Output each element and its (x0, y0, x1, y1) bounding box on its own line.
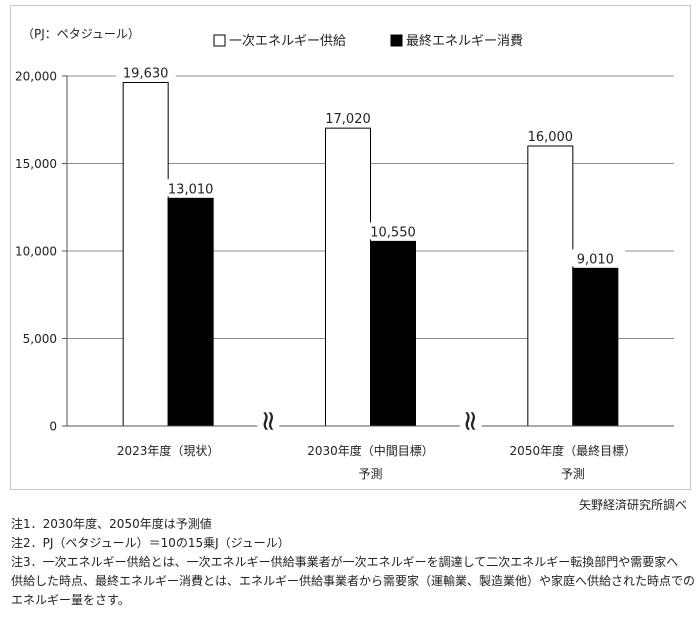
x-category-label: 2050年度（最終目標） (510, 443, 637, 458)
bar-chart: ≈ ≈ 0 5,000 10,000 15,000 20,000 19,630 13,010 2… (15, 27, 674, 481)
data-label-bg (318, 109, 378, 127)
data-label: 9,010 (577, 252, 614, 267)
data-label-bg (363, 222, 423, 240)
data-label: 10,550 (370, 225, 416, 240)
axis-break-mark: ≈ (455, 409, 488, 432)
legend-swatch (390, 34, 403, 47)
data-label-bg (520, 127, 581, 144)
y-tick-label: 20,000 (15, 70, 57, 84)
x-category-label: 2030年度（中間目標） (307, 443, 434, 458)
notes: 注1．2030年度、2050年度は予測値 注2．PJ（ペタジュール）＝10の15… (11, 515, 696, 610)
x-category-sublabel: 予測 (358, 467, 382, 481)
data-label-bg (160, 179, 221, 197)
x-category-label: 2023年度（現状） (117, 443, 220, 458)
legend-swatch (213, 34, 226, 47)
note-1: 注1．2030年度、2050年度は予測値 (11, 517, 212, 531)
chart-frame (10, 5, 691, 490)
bar-consumption (167, 197, 214, 427)
note-2: 注2．PJ（ペタジュール）＝10の15乗J（ジュール） (11, 536, 290, 550)
unit-label: （PJ：ペタジュール） (22, 27, 140, 41)
bar-consumption (370, 240, 416, 427)
axis-break-mark: ≈ (252, 409, 285, 432)
bar-consumption (572, 267, 619, 427)
y-tick-label: 0 (49, 420, 57, 434)
axis-break-mask (459, 404, 482, 438)
y-tick-label: 5,000 (23, 332, 57, 346)
note-3-cont-1: 供給した時点、最終エネルギー消費とは、エネルギー供給事業者から需要家（運輸業、製… (11, 574, 696, 588)
source-credit: 矢野経済研究所調べ (578, 498, 687, 512)
data-label: 13,010 (168, 182, 214, 197)
data-label-bg (115, 63, 176, 81)
legend-label: 最終エネルギー消費 (406, 33, 523, 49)
note-3: 注3．一次エネルギー供給とは、一次エネルギー供給事業者が一次エネルギーを調達して… (11, 555, 679, 569)
legend-label: 一次エネルギー供給 (229, 33, 346, 49)
data-label: 16,000 (528, 130, 574, 145)
bar-supply (122, 81, 169, 427)
x-category-sublabel: 予測 (561, 467, 585, 481)
y-tick-label: 15,000 (15, 157, 57, 171)
y-tick-label: 10,000 (15, 245, 57, 259)
bar-supply (527, 145, 574, 427)
axis-break-mask (257, 404, 280, 438)
data-label-bg (565, 249, 626, 267)
data-label: 19,630 (123, 66, 169, 81)
data-label: 17,020 (325, 112, 371, 127)
note-3-cont-2: エネルギー量をさす。 (11, 593, 130, 607)
bar-supply (325, 127, 371, 427)
